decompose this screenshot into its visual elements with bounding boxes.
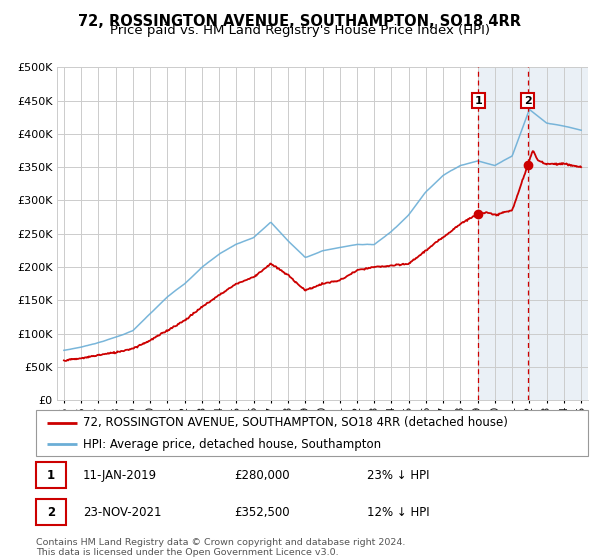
Text: 23-NOV-2021: 23-NOV-2021 <box>83 506 161 519</box>
Text: £280,000: £280,000 <box>235 469 290 482</box>
Bar <box>36 500 67 525</box>
Text: Price paid vs. HM Land Registry's House Price Index (HPI): Price paid vs. HM Land Registry's House … <box>110 24 490 36</box>
Text: £352,500: £352,500 <box>235 506 290 519</box>
Text: 23% ↓ HPI: 23% ↓ HPI <box>367 469 430 482</box>
Text: Contains HM Land Registry data © Crown copyright and database right 2024.
This d: Contains HM Land Registry data © Crown c… <box>36 538 406 557</box>
Text: 12% ↓ HPI: 12% ↓ HPI <box>367 506 430 519</box>
Bar <box>478 67 588 400</box>
Bar <box>36 463 67 488</box>
Text: 72, ROSSINGTON AVENUE, SOUTHAMPTON, SO18 4RR (detached house): 72, ROSSINGTON AVENUE, SOUTHAMPTON, SO18… <box>83 417 508 430</box>
Text: 1: 1 <box>475 96 482 105</box>
Text: 1: 1 <box>47 469 55 482</box>
Text: 72, ROSSINGTON AVENUE, SOUTHAMPTON, SO18 4RR: 72, ROSSINGTON AVENUE, SOUTHAMPTON, SO18… <box>79 14 521 29</box>
Text: 2: 2 <box>524 96 532 105</box>
Text: 11-JAN-2019: 11-JAN-2019 <box>83 469 157 482</box>
Text: HPI: Average price, detached house, Southampton: HPI: Average price, detached house, Sout… <box>83 437 381 450</box>
Text: 2: 2 <box>47 506 55 519</box>
